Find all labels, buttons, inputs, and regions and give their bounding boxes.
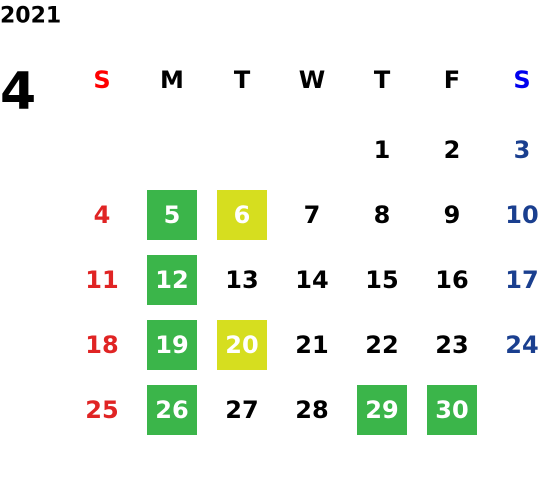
day: 5 — [164, 201, 181, 229]
day-highlight — [217, 190, 267, 240]
day: 8 — [374, 201, 391, 229]
year: 2021 — [0, 4, 61, 29]
day-highlight — [217, 320, 267, 370]
day: 11 — [85, 266, 118, 294]
day: 15 — [365, 266, 398, 294]
day: 18 — [85, 331, 118, 359]
day: 21 — [295, 331, 328, 359]
weekday: M — [160, 66, 184, 94]
day-highlight — [147, 190, 197, 240]
day: 26 — [155, 396, 188, 424]
day-highlight — [427, 385, 477, 435]
day: 1 — [374, 136, 391, 164]
day: 3 — [514, 136, 531, 164]
day: 16 — [435, 266, 468, 294]
weekday: W — [299, 66, 325, 94]
weekday: F — [444, 66, 460, 94]
day: 12 — [155, 266, 188, 294]
day: 9 — [444, 201, 461, 229]
weekday: S — [513, 66, 530, 94]
day: 13 — [225, 266, 258, 294]
day: 17 — [505, 266, 538, 294]
day: 4 — [94, 201, 111, 229]
day-highlight — [147, 255, 197, 305]
day-highlight — [147, 320, 197, 370]
day: 20 — [225, 331, 258, 359]
day: 10 — [505, 201, 538, 229]
day-highlight — [147, 385, 197, 435]
day: 6 — [234, 201, 251, 229]
weekday: T — [234, 66, 251, 94]
day: 27 — [225, 396, 258, 424]
day: 22 — [365, 331, 398, 359]
day: 2 — [444, 136, 461, 164]
day: 24 — [505, 331, 538, 359]
month: 4 — [0, 62, 36, 122]
day: 29 — [365, 396, 398, 424]
day: 7 — [304, 201, 321, 229]
day: 19 — [155, 331, 188, 359]
day: 14 — [295, 266, 328, 294]
day: 25 — [85, 396, 118, 424]
weekday: T — [374, 66, 391, 94]
day: 30 — [435, 396, 468, 424]
day: 23 — [435, 331, 468, 359]
day-highlight — [357, 385, 407, 435]
day: 28 — [295, 396, 328, 424]
weekday: S — [93, 66, 110, 94]
